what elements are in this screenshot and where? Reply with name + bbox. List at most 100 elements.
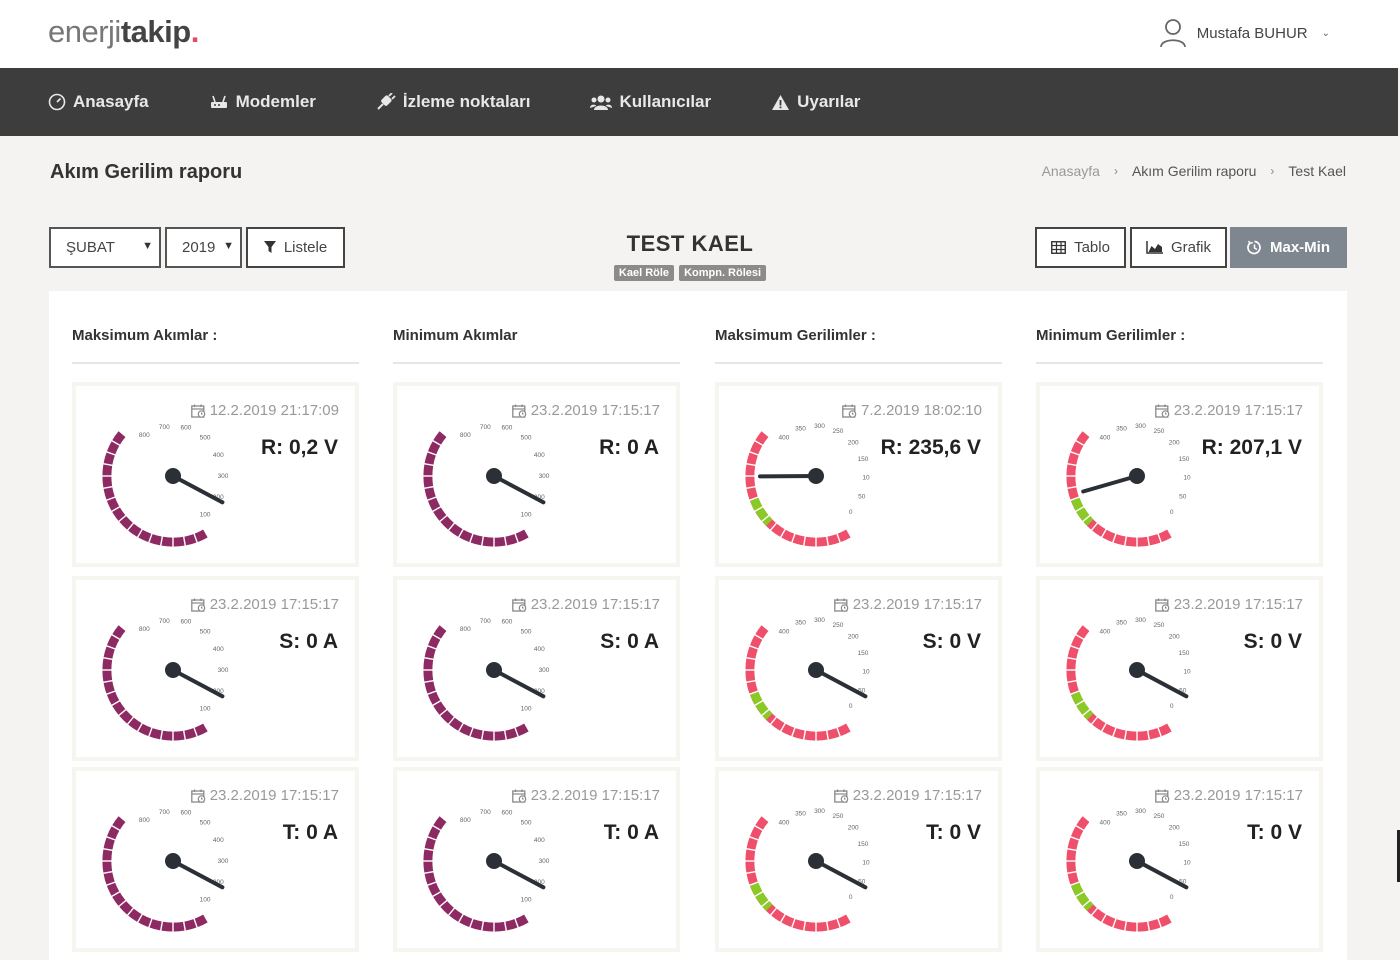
breadcrumb-report-link[interactable]: Akım Gerilim raporu — [1131, 163, 1257, 179]
gauge-card: 800 700 600 500 400 300 200 100 23.2.2019 17:15:… — [72, 576, 359, 761]
reading-value: S: 0 V — [1243, 630, 1302, 653]
gauge-scale-label: 500 — [521, 435, 532, 442]
user-menu[interactable]: Mustafa BUHUR ⌄ — [1159, 18, 1330, 48]
gauge-scale-label: 100 — [200, 705, 211, 712]
breadcrumb-home-link[interactable]: Anasayfa — [1041, 163, 1100, 179]
gauge-scale-label: 200 — [534, 494, 545, 501]
table-icon — [1051, 241, 1067, 254]
gauge-tick — [791, 533, 796, 543]
gauge-scale-label: 400 — [213, 837, 224, 844]
gauge-tick — [102, 679, 114, 684]
gauge-tick — [106, 690, 116, 695]
logo-light-text: enerji — [48, 14, 121, 49]
nav-item-uyarilar[interactable]: Uyarılar — [771, 92, 860, 112]
gauge-needle-hub — [1129, 468, 1145, 484]
nav-item-izleme-noktalari[interactable]: İzleme noktaları — [376, 92, 531, 112]
gauge-scale-label: 800 — [139, 432, 150, 439]
gauge-scale-label: 50 — [858, 493, 866, 500]
gauge-tick — [1082, 514, 1091, 523]
gauge-scale-label: 350 — [1116, 425, 1127, 432]
gauge-tick — [1082, 899, 1091, 908]
gauge-tick — [1112, 918, 1117, 928]
gauge-tick — [432, 439, 442, 447]
gauge-tick — [514, 533, 519, 543]
list-button[interactable]: Listele — [246, 227, 345, 268]
gauge-tick — [480, 920, 485, 932]
gauge-tick — [503, 920, 508, 932]
gauge-scale-label: 600 — [180, 425, 191, 432]
gauge-tick — [779, 722, 787, 732]
gauge-tick — [447, 716, 456, 725]
calendar-icon — [511, 789, 527, 803]
top-bar: enerjitakip. Mustafa BUHUR ⌄ — [0, 0, 1400, 68]
gauge-tick — [148, 794, 153, 804]
gauge-tick — [749, 690, 759, 695]
gauge-tick — [1166, 722, 1174, 732]
gauge-scale-label: 400 — [213, 646, 224, 653]
gauge-tick — [845, 528, 853, 538]
logo[interactable]: enerjitakip. — [48, 14, 199, 50]
gauge-tick — [202, 528, 210, 538]
filter-icon — [263, 241, 276, 253]
nav-item-kullanicilar[interactable]: Kullanıcılar — [590, 92, 711, 112]
voltage-gauge: 400 350 300 250 200 150 10 50 0 — [745, 790, 870, 932]
gauge-tick — [1075, 699, 1085, 707]
gauge-tick — [1070, 881, 1080, 886]
breadcrumb: Anasayfa › Akım Gerilim raporu › Test Ka… — [1042, 163, 1346, 179]
report-badges: Kael Röle Kompn. Rölesi — [590, 265, 790, 281]
maxmin-view-button[interactable]: Max-Min — [1230, 227, 1347, 268]
nav-label: İzleme noktaları — [402, 92, 531, 111]
gauge-scale-label: 50 — [858, 878, 866, 885]
gauge-tick — [447, 615, 456, 624]
gauge-tick — [754, 890, 764, 898]
gauge-tick — [1112, 533, 1117, 543]
year-select[interactable]: 2019 ▼ — [165, 227, 242, 268]
nav-label: Modemler — [235, 92, 316, 111]
breadcrumb-current: Test Kael — [1288, 163, 1346, 179]
gauge-tick — [202, 722, 210, 732]
gauge-tick — [423, 656, 435, 661]
table-view-button[interactable]: Tablo — [1035, 227, 1126, 268]
gauge-tick — [825, 729, 830, 741]
column-divider — [1036, 362, 1323, 364]
reading-value: S: 0 V — [922, 630, 981, 653]
gauge-tick — [761, 429, 770, 438]
gauge-scale-label: 10 — [862, 669, 870, 676]
gauge-tick — [749, 881, 759, 886]
nav-item-modemler[interactable]: Modemler — [209, 92, 316, 112]
chevron-down-icon: ⌄ — [1321, 27, 1330, 39]
logo-dot: . — [190, 14, 200, 49]
gauge-scale-label: 200 — [213, 879, 224, 886]
gauge-scale-label: 600 — [501, 619, 512, 626]
nav-item-anasayfa[interactable]: Anasayfa — [48, 92, 149, 112]
gauge-scale-label: 200 — [534, 879, 545, 886]
gauge-card: 400 350 300 250 200 150 10 50 0 23.2.2019 17:15:1… — [715, 767, 1002, 952]
gauge-tick — [159, 599, 164, 611]
gauge-scale-label: 200 — [534, 688, 545, 695]
table-view-label: Tablo — [1074, 239, 1110, 256]
gauge-tick — [802, 535, 807, 547]
gauge-needle — [814, 668, 868, 699]
chart-view-button[interactable]: Grafik — [1130, 227, 1227, 268]
gauge-tick — [1112, 727, 1117, 737]
gauge-scale-label: 400 — [534, 452, 545, 459]
reading-value: T: 0 A — [282, 821, 338, 844]
gauge-tick — [1123, 599, 1128, 611]
gauge-tick — [457, 608, 465, 618]
gauge-tick — [469, 409, 474, 419]
gauge-scale-label: 300 — [814, 808, 825, 815]
scrollbar-thumb[interactable] — [1397, 830, 1400, 882]
gauge-tick — [745, 656, 757, 661]
gauge-needle-hub — [808, 662, 824, 678]
reading-value: R: 235,6 V — [880, 436, 981, 459]
month-select[interactable]: ŞUBAT ▼ — [49, 227, 161, 268]
gauge-tick — [423, 847, 435, 852]
gauge-tick — [439, 623, 448, 632]
gauge-tick — [791, 918, 796, 928]
gauge-scale-label: 0 — [1170, 703, 1174, 710]
gauge-scale-label: 500 — [521, 629, 532, 636]
relay-badge: Kael Röle — [613, 265, 675, 281]
gauge-tick — [1100, 414, 1108, 424]
reading-value: S: 0 A — [279, 630, 338, 653]
gauge-tick — [439, 814, 448, 823]
